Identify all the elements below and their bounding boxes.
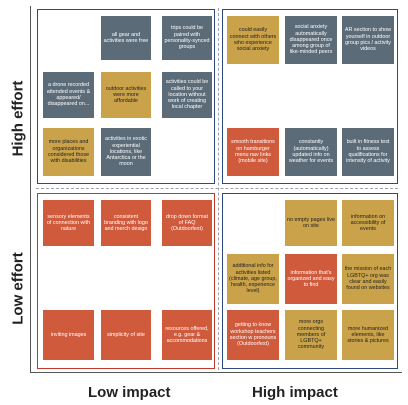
sticky-note: resources offered, e.g. gear & accommoda… (162, 310, 212, 360)
sticky-note: drop down format of FAQ (Outdoorfest) (162, 200, 212, 246)
sticky-note: more orgs connecting members of LGBTQ+ c… (285, 310, 337, 360)
sticky-note: no empty pages live on site (285, 200, 337, 246)
sticky-note: additional info for activities listed (c… (227, 254, 279, 304)
sticky-note: could easily connect with others who exp… (227, 16, 279, 64)
y-axis-line (30, 6, 31, 372)
sticky-note: more humanized elements, like stories & … (342, 310, 394, 360)
sticky-note: the mission of each LGBTQ+ org was clear… (342, 254, 394, 304)
sticky-note: inviting images (43, 310, 94, 360)
sticky-note: AR section to show yourself in outdoor g… (342, 16, 394, 64)
sticky-note: trips could be paired with personality-s… (162, 16, 212, 60)
sticky-note: getting to know workshop teachers sectio… (227, 310, 279, 360)
sticky-note: constantly (automatically) updated info … (285, 128, 337, 176)
sticky-note: activities could be called to your locat… (162, 72, 212, 118)
sticky-note: consistent branding with logo and merch … (101, 200, 151, 246)
sticky-note: sensory elements of connection with natu… (43, 200, 94, 246)
sticky-note: social anxiety automatically disappeared… (285, 16, 337, 64)
sticky-note: smooth transitions on hamburger menu nav… (227, 128, 279, 176)
y-axis-label-low-effort: Low effort (9, 252, 27, 325)
x-axis-label-low-impact: Low impact (88, 384, 171, 401)
sticky-note: a drone recorded attended events & appea… (43, 72, 94, 118)
sticky-note: built in fitness test to assess qualific… (342, 128, 394, 176)
sticky-note: activities in exotic experiential locati… (101, 128, 151, 176)
sticky-note: simplicity of site (101, 310, 151, 360)
x-axis-label-high-impact: High impact (252, 384, 338, 401)
horizontal-divider (36, 188, 398, 189)
vertical-divider (218, 8, 219, 370)
x-axis-line (30, 372, 402, 373)
y-axis-label-high-effort: High effort (9, 80, 27, 157)
sticky-note: outdoor activities were more affordable (101, 72, 151, 118)
sticky-note: information on accessibility of events (342, 200, 394, 246)
sticky-note: all gear and activities were free (101, 16, 151, 60)
sticky-note: more places and organizations considered… (43, 128, 94, 176)
sticky-note: information that's organized and easy to… (285, 254, 337, 304)
